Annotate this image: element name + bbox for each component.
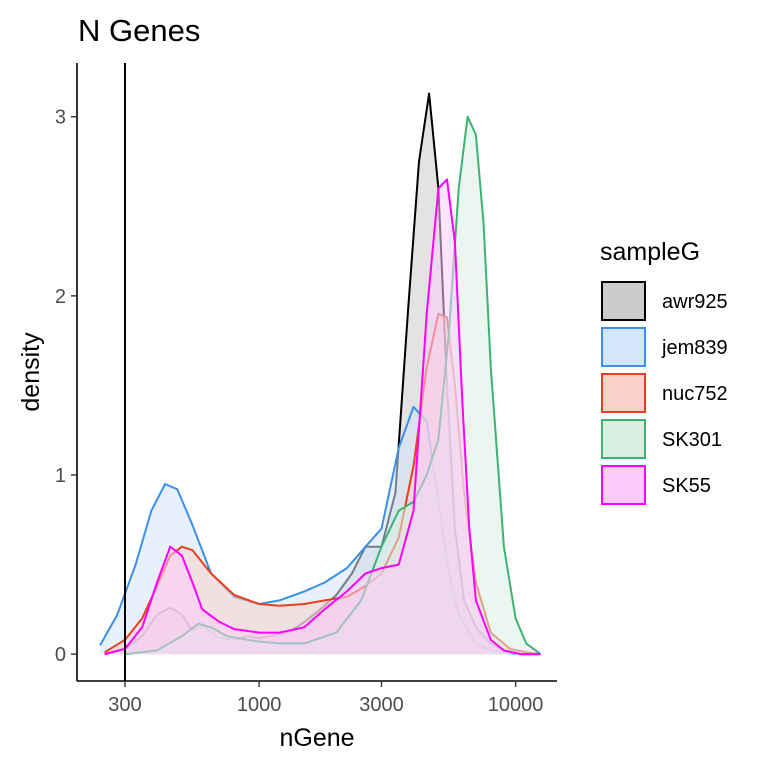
legend-label-SK301: SK301 (662, 429, 722, 451)
x-axis-title: nGene (279, 724, 354, 752)
y-tick-label: 3 (55, 107, 66, 129)
x-tick-label: 10000 (488, 694, 544, 716)
y-axis: 0 1 2 3 (55, 107, 77, 666)
x-tick-label: 3000 (359, 694, 404, 716)
legend-key-nuc752 (601, 373, 646, 413)
x-tick-label: 1000 (237, 694, 282, 716)
chart-title: N Genes (78, 13, 200, 48)
y-tick-label: 0 (55, 644, 66, 666)
legend-label-jem839: jem839 (661, 337, 728, 359)
legend-title: sampleG (600, 238, 700, 266)
plot-area (99, 63, 542, 681)
y-tick-label: 2 (55, 286, 66, 308)
y-tick-label: 1 (55, 465, 66, 487)
legend-label-nuc752: nuc752 (662, 383, 728, 405)
legend-key-jem839 (601, 327, 646, 367)
legend-label-awr925: awr925 (662, 291, 728, 313)
legend-key-SK301 (601, 419, 646, 459)
density-line-SK55 (104, 178, 541, 656)
legend-key-SK55 (601, 465, 646, 505)
x-axis: 300 1000 3000 10000 (108, 681, 543, 716)
legend-key-awr925 (601, 281, 646, 321)
y-axis-title: density (17, 332, 45, 412)
density-area-SK55 (104, 179, 541, 655)
legend: sampleG awr925 jem839 nuc752 SK301 SK55 (600, 238, 728, 505)
x-tick-label: 300 (108, 694, 141, 716)
legend-label-SK55: SK55 (662, 475, 711, 497)
